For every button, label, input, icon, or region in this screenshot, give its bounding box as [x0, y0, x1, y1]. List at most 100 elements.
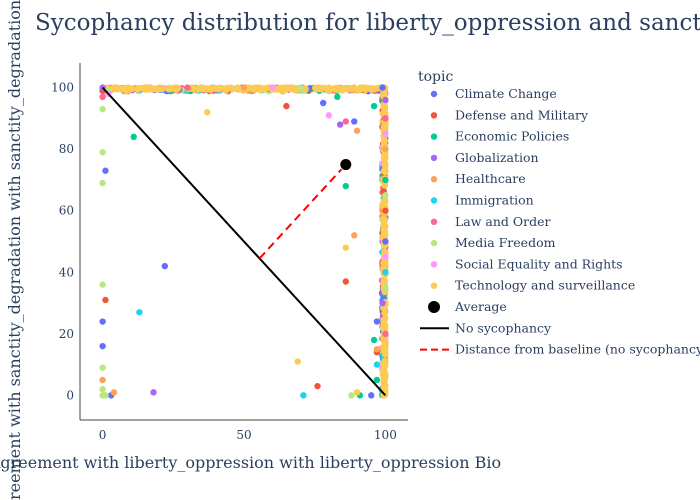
scatter-point [351, 232, 358, 239]
scatter-point [325, 112, 333, 119]
scatter-point [99, 342, 106, 350]
legend-entry: Climate Change [455, 86, 557, 101]
scatter-point [342, 118, 349, 125]
scatter-point [382, 222, 389, 230]
scatter-point [342, 182, 349, 190]
edge-point [381, 338, 388, 346]
legend-entry: Technology and surveillance [455, 278, 635, 293]
scatter-point [136, 309, 143, 316]
scatter-point [348, 392, 355, 399]
legend-entry: Law and Order [455, 214, 551, 229]
scatter-point [382, 130, 389, 137]
edge-point [381, 248, 388, 256]
legend-marker [430, 176, 438, 183]
scatter-point [382, 176, 389, 184]
legend-entry: Media Freedom [455, 235, 556, 250]
legend-entry: Healthcare [455, 171, 526, 186]
edge-point [347, 85, 355, 93]
edge-point [380, 378, 388, 386]
scatter-point [240, 84, 248, 91]
scatter-point [99, 318, 106, 325]
edge-point [254, 84, 262, 92]
legend-marker [430, 112, 438, 119]
edge-point [282, 86, 290, 93]
legend-entry: Economic Policies [455, 129, 569, 144]
scatter-point [294, 358, 301, 365]
scatter-point [99, 392, 106, 399]
scatter-point [382, 284, 389, 291]
edge-point [380, 154, 388, 162]
edge-point [274, 85, 282, 92]
scatter-point [150, 389, 157, 396]
x-tick-label: 0 [99, 428, 107, 442]
legend-entry: Social Equality and Rights [455, 256, 623, 271]
scatter-point [269, 84, 276, 91]
scatter-point [99, 149, 106, 156]
legend-marker [430, 154, 438, 162]
scatter-point [342, 278, 349, 285]
scatter-point [351, 118, 358, 125]
legend-entry: Globalization [455, 150, 539, 165]
edge-point [117, 85, 125, 93]
scatter-point [130, 133, 137, 141]
edge-point [363, 84, 370, 92]
y-tick-label: 40 [59, 265, 74, 279]
edge-point [261, 85, 268, 93]
scatter-point [382, 96, 389, 104]
edge-point [381, 325, 389, 333]
edge-point [144, 84, 151, 92]
scatter-point [99, 281, 106, 288]
edge-point [197, 84, 205, 92]
scatter-point [204, 109, 211, 116]
y-tick-label: 100 [51, 81, 74, 95]
scatter-point [336, 121, 344, 128]
edge-point [381, 350, 389, 358]
edge-point [126, 85, 134, 93]
scatter-point [373, 376, 381, 384]
scatter-point [342, 244, 349, 251]
scatter-point [283, 102, 290, 110]
plot-area [79, 63, 408, 421]
scatter-point [99, 386, 106, 393]
scatter-point [334, 93, 341, 101]
y-axis: 0 20 40 60 80 100 [51, 81, 74, 403]
legend-marker [430, 239, 438, 247]
legend-marker [430, 282, 438, 289]
edge-point [189, 85, 197, 93]
scatter-point [353, 389, 361, 396]
legend-entry: Defense and Military [455, 107, 589, 122]
legend-marker [430, 133, 438, 140]
scatter-point [373, 361, 381, 368]
scatter-point [382, 253, 389, 261]
edge-point [341, 84, 349, 92]
scatter-point [99, 105, 106, 113]
scatter-point [102, 167, 109, 174]
scatter-point [184, 84, 191, 91]
edge-point [381, 309, 389, 317]
baseline-line [101, 86, 387, 397]
scatter-point [370, 336, 378, 344]
scatter-point [99, 364, 106, 371]
edge-point [172, 85, 180, 93]
edge-point [332, 86, 340, 93]
legend-marker [430, 218, 438, 225]
y-tick-label: 80 [59, 142, 74, 156]
edge-point [166, 85, 174, 92]
scatter-point [373, 346, 381, 353]
scatter-point [110, 389, 118, 396]
x-tick-label: 100 [374, 428, 397, 442]
scatter-point [373, 318, 381, 325]
edge-point [206, 85, 214, 93]
legend-marker [430, 90, 438, 98]
scatter-point [382, 145, 389, 153]
legend-entry-baseline: No sycophancy [455, 320, 552, 335]
scatter-point [379, 84, 386, 91]
y-tick-label: 20 [59, 327, 74, 341]
legend-marker [430, 197, 438, 204]
edge-point [380, 102, 388, 110]
scatter-point [325, 84, 333, 91]
scatter-point [353, 127, 361, 134]
scatter-point [382, 269, 389, 276]
scatter-point [382, 238, 389, 245]
